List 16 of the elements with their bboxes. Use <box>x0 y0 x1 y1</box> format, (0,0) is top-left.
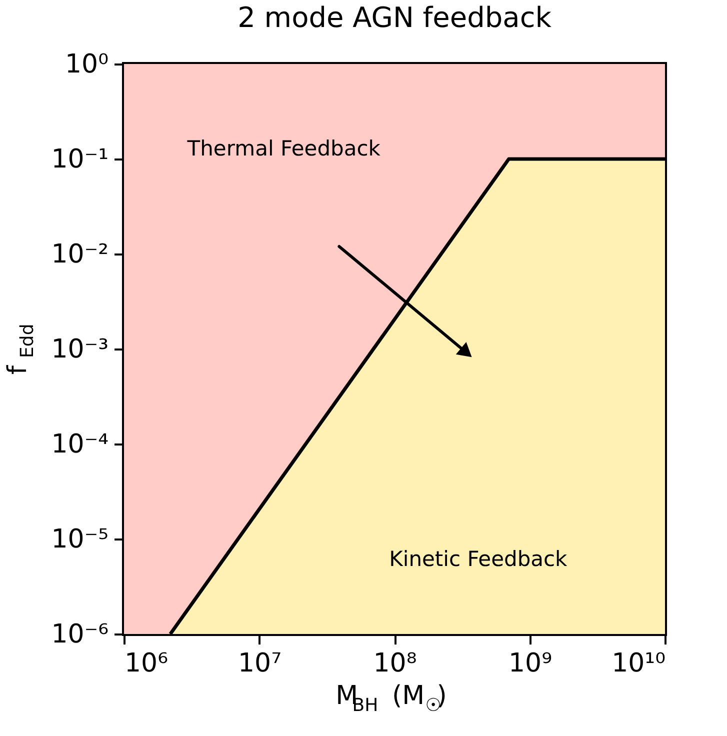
y-tick-label: 10⁻⁵ <box>51 524 108 554</box>
y-tick-label: 10⁰ <box>64 50 108 80</box>
x-tick-label: 10⁹ <box>508 648 552 678</box>
y-tick-label: 10⁻² <box>51 240 108 270</box>
x-tick-label: 10⁷ <box>238 648 282 678</box>
y-tick-label: 10⁻³ <box>51 334 108 364</box>
chart-title: 2 mode AGN feedback <box>238 1 552 34</box>
annotation: Thermal Feedback <box>186 136 382 160</box>
x-tick-label: 10⁸ <box>373 648 417 678</box>
y-tick-label: 10⁻⁶ <box>51 620 108 650</box>
annotation: Kinetic Feedback <box>389 546 568 571</box>
y-tick-label: 10⁻¹ <box>51 144 108 174</box>
y-axis-title: fEdd <box>3 324 38 375</box>
x-tick-label: 10⁶ <box>124 648 168 678</box>
y-tick-label: 10⁻⁴ <box>51 430 108 460</box>
x-tick-label: 10¹⁰ <box>612 648 666 678</box>
